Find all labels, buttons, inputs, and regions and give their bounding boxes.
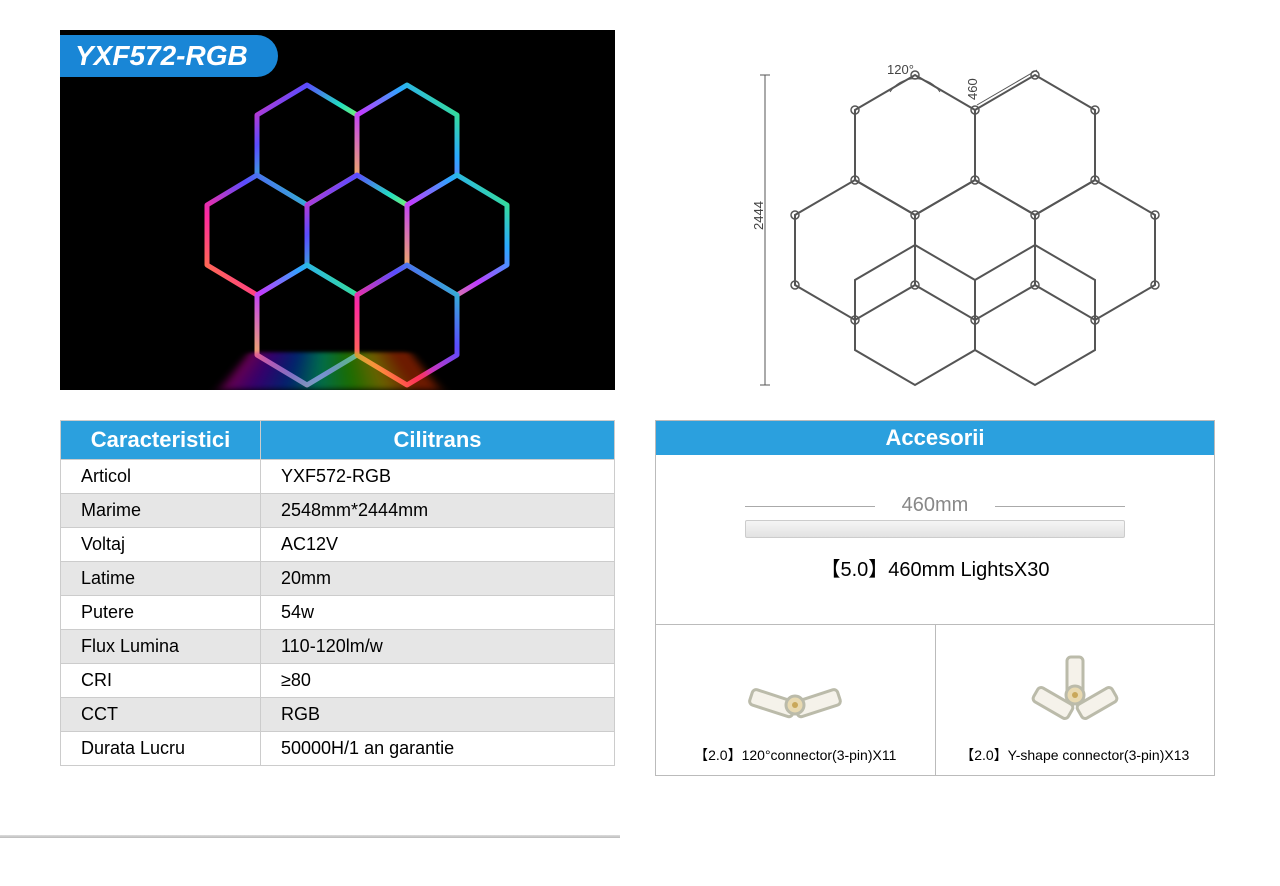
spec-key: Marime: [61, 494, 261, 528]
spec-key: Voltaj: [61, 528, 261, 562]
product-badge: YXF572-RGB: [60, 35, 278, 77]
accessories-panel: Accesorii 460mm 【5.0】460mm LightsX30: [655, 420, 1215, 776]
spec-key: Flux Lumina: [61, 630, 261, 664]
spec-val: AC12V: [261, 528, 615, 562]
table-row: Marime 2548mm*2444mm: [61, 494, 615, 528]
accessories-header: Accesorii: [656, 421, 1214, 455]
spec-val: 20mm: [261, 562, 615, 596]
technical-drawing: 120° 460 2444: [655, 30, 1195, 390]
accessory-connector-y: 【2.0】Y-shape connector(3-pin)X13: [936, 625, 1215, 775]
table-row: CCT RGB: [61, 698, 615, 732]
spec-key: Putere: [61, 596, 261, 630]
spec-val: 2548mm*2444mm: [261, 494, 615, 528]
table-row: Putere 54w: [61, 596, 615, 630]
spec-key: CRI: [61, 664, 261, 698]
product-image: YXF572-RGB: [60, 30, 615, 390]
accessory-lights: 460mm 【5.0】460mm LightsX30: [656, 455, 1214, 625]
dim-120-label: 120°: [887, 62, 914, 77]
table-row: Voltaj AC12V: [61, 528, 615, 562]
spec-val: 50000H/1 an garantie: [261, 732, 615, 766]
spec-key: Latime: [61, 562, 261, 596]
dim-2444-label: 2444: [751, 201, 766, 230]
page-divider: [0, 835, 620, 838]
spec-header-0: Caracteristici: [61, 421, 261, 460]
spec-key: Durata Lucru: [61, 732, 261, 766]
table-row: Flux Lumina 110-120lm/w: [61, 630, 615, 664]
spec-val: ≥80: [261, 664, 615, 698]
table-row: Durata Lucru 50000H/1 an garantie: [61, 732, 615, 766]
table-row: Latime 20mm: [61, 562, 615, 596]
connector-y-icon: [1025, 655, 1125, 735]
spec-header-1: Cilitrans: [261, 421, 615, 460]
spec-table: Caracteristici Cilitrans Articol YXF572-…: [60, 420, 615, 766]
spec-key: Articol: [61, 460, 261, 494]
spec-val: YXF572-RGB: [261, 460, 615, 494]
spec-key: CCT: [61, 698, 261, 732]
accessory-connector-120-label: 【2.0】120°connector(3-pin)X11: [694, 745, 896, 765]
connector-120-icon: [740, 665, 850, 735]
accessory-connector-y-label: 【2.0】Y-shape connector(3-pin)X13: [960, 745, 1189, 765]
table-row: CRI ≥80: [61, 664, 615, 698]
spec-val: RGB: [261, 698, 615, 732]
light-beam: [220, 352, 440, 390]
accessory-lights-label: 【5.0】460mm LightsX30: [820, 553, 1049, 582]
hex-rgb-illustration: [60, 30, 615, 390]
spec-val: 54w: [261, 596, 615, 630]
accessory-connector-120: 【2.0】120°connector(3-pin)X11: [656, 625, 936, 775]
dim-460-label: 460: [965, 78, 980, 100]
table-row: Articol YXF572-RGB: [61, 460, 615, 494]
spec-val: 110-120lm/w: [261, 630, 615, 664]
light-bar-illustration: 460mm: [745, 498, 1125, 538]
